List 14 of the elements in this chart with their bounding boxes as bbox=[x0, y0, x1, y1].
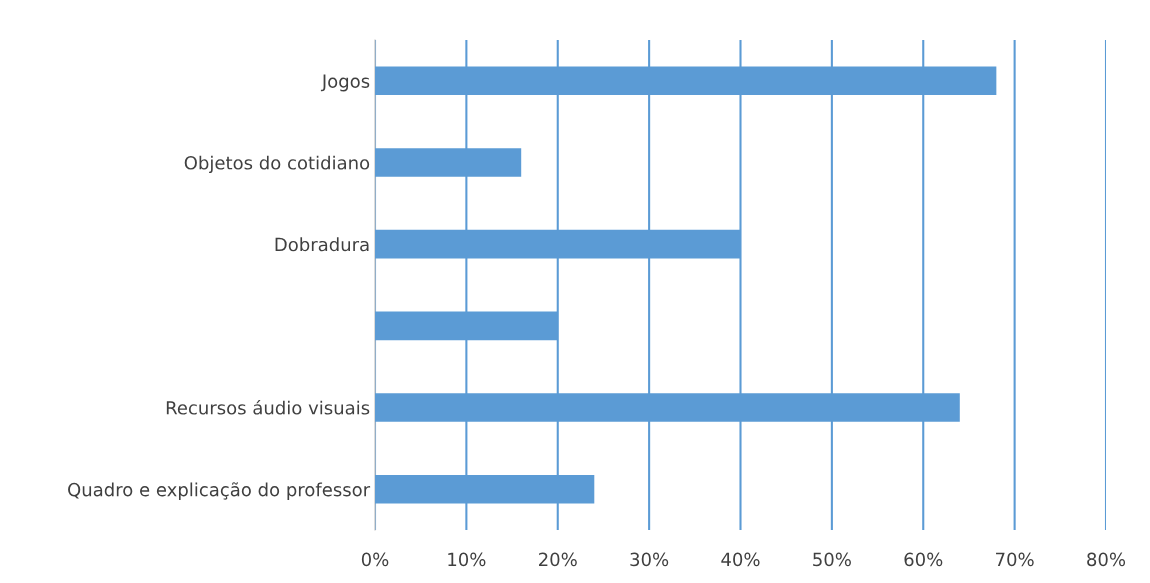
x-tick-label: 70% bbox=[996, 552, 1034, 567]
y-tick-label: Dobradura bbox=[275, 237, 369, 252]
x-tick-label: 20% bbox=[539, 552, 577, 567]
x-tick-label: 0% bbox=[361, 552, 389, 567]
x-tick-label: 50% bbox=[813, 552, 851, 567]
y-tick-label: Recursos áudio visuais bbox=[166, 399, 370, 415]
x-tick-label: 30% bbox=[630, 552, 669, 567]
x-tick-label: 60% bbox=[904, 552, 943, 567]
y-tick-label: Objetos do cotidiano bbox=[184, 155, 370, 174]
x-tick-label: 10% bbox=[448, 552, 486, 567]
y-tick-label: Jogos bbox=[320, 74, 370, 92]
x-tick-label: 40% bbox=[721, 552, 760, 567]
y-tick-label: Quadro e explicação do professor bbox=[68, 482, 371, 500]
x-tick-label: 80% bbox=[1087, 552, 1126, 567]
